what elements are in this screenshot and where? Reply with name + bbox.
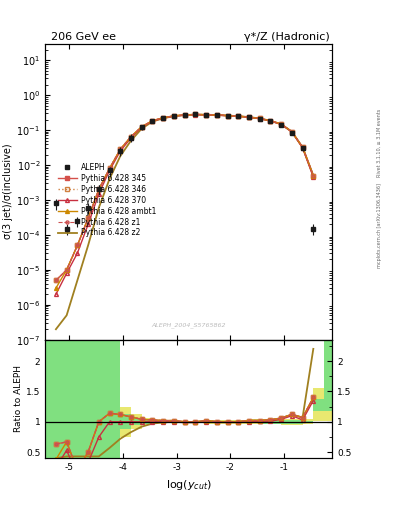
Text: Rivet 3.1.10, ≥ 3.1M events: Rivet 3.1.10, ≥ 3.1M events — [377, 109, 382, 178]
Text: γ*/Z (Hadronic): γ*/Z (Hadronic) — [244, 32, 330, 42]
X-axis label: log($y_{cut}$): log($y_{cut}$) — [166, 478, 211, 492]
Text: ALEPH_2004_S5765862: ALEPH_2004_S5765862 — [151, 322, 226, 328]
Text: mcplots.cern.ch [arXiv:1306.3436]: mcplots.cern.ch [arXiv:1306.3436] — [377, 183, 382, 268]
Y-axis label: Ratio to ALEPH: Ratio to ALEPH — [14, 366, 23, 433]
Text: 206 GeV ee: 206 GeV ee — [51, 32, 116, 42]
Y-axis label: σ(3 jet)/σ(inclusive): σ(3 jet)/σ(inclusive) — [4, 144, 13, 240]
Legend: ALEPH, Pythia 6.428 345, Pythia 6.428 346, Pythia 6.428 370, Pythia 6.428 ambt1,: ALEPH, Pythia 6.428 345, Pythia 6.428 34… — [55, 160, 159, 241]
